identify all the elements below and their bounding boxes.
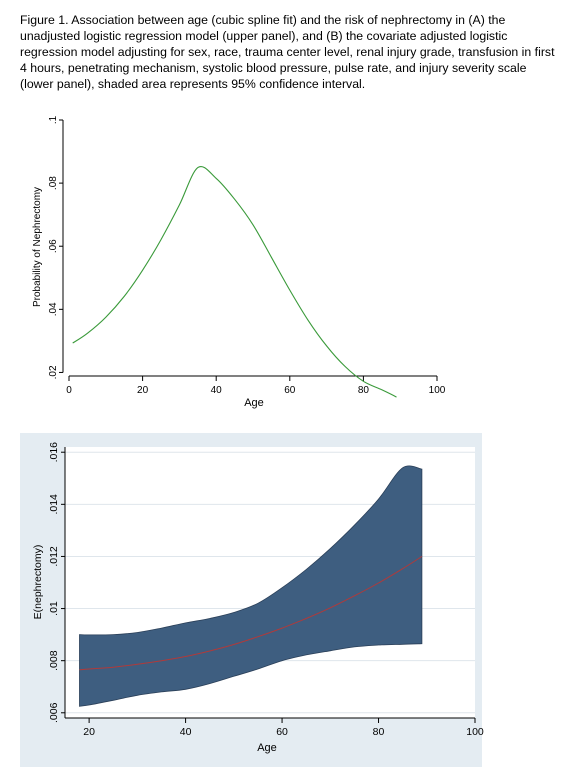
upper-x-tick-label: 80 — [358, 385, 370, 396]
lower-x-tick-label: 20 — [83, 726, 95, 738]
upper-x-tick-label: 20 — [137, 385, 149, 396]
lower-x-axis-label: Age — [257, 742, 277, 754]
figure-caption: Figure 1. Association between age (cubic… — [20, 13, 555, 91]
upper-y-tick-label: .06 — [48, 239, 59, 253]
lower-x-tick-label: 60 — [276, 726, 288, 738]
lower-y-axis-label: E(nephrectomy) — [32, 545, 44, 620]
lower-y-tick-label: .014 — [48, 494, 60, 515]
upper-y-axis: .02 .04 .06 .08 .1 — [48, 115, 64, 379]
upper-panel-line-chart: .02 .04 .06 .08 .1 0 20 40 60 80 100 Probability … — [32, 115, 446, 409]
lower-y-tick-label: .008 — [48, 650, 60, 671]
lower-x-tick-label: 80 — [373, 726, 385, 738]
upper-x-tick-label: 60 — [284, 385, 296, 396]
lower-panel-area-chart: .006 .008 .01 .012 .014 .016 20 40 60 80 100 E(ne… — [20, 433, 484, 767]
lower-x-tick-label: 100 — [466, 726, 484, 738]
lower-y-tick-label: .01 — [48, 601, 60, 616]
adjusted-fit-line — [79, 555, 423, 671]
upper-x-axis-label: Age — [244, 397, 264, 409]
lower-x-axis: 20 40 60 80 100 — [65, 717, 484, 738]
upper-y-tick-label: .02 — [48, 365, 59, 379]
upper-y-axis-label: Probability of Nephrectomy — [32, 187, 43, 307]
upper-y-tick-label: .1 — [48, 115, 59, 124]
lower-y-tick-label: .016 — [48, 442, 60, 463]
confidence-interval-band — [79, 465, 423, 707]
upper-y-tick-label: .04 — [48, 302, 59, 316]
upper-x-tick-label: 0 — [66, 385, 72, 396]
upper-x-tick-label: 40 — [211, 385, 223, 396]
lower-y-tick-label: .006 — [48, 702, 60, 723]
upper-x-axis: 0 20 40 60 80 100 — [66, 375, 446, 396]
upper-y-tick-label: .08 — [48, 176, 59, 190]
lower-y-axis: .006 .008 .01 .012 .014 .016 — [48, 442, 66, 723]
lower-x-tick-label: 40 — [180, 726, 192, 738]
lower-y-tick-label: .012 — [48, 546, 60, 567]
upper-x-tick-label: 100 — [429, 385, 446, 396]
spline-fit-line — [72, 166, 397, 398]
